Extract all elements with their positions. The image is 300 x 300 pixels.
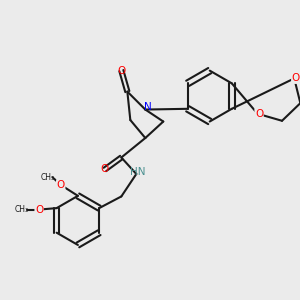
- Text: O: O: [35, 205, 42, 214]
- Text: O: O: [255, 109, 263, 119]
- Text: HN: HN: [130, 167, 146, 178]
- Text: N: N: [144, 102, 152, 112]
- Text: CH₃: CH₃: [15, 205, 29, 214]
- Text: O: O: [117, 66, 125, 76]
- Text: O: O: [56, 181, 63, 190]
- Text: O: O: [101, 164, 109, 175]
- Text: O: O: [292, 74, 300, 83]
- Text: O: O: [35, 205, 44, 214]
- Text: O: O: [57, 180, 65, 190]
- Text: CH₃: CH₃: [41, 173, 55, 182]
